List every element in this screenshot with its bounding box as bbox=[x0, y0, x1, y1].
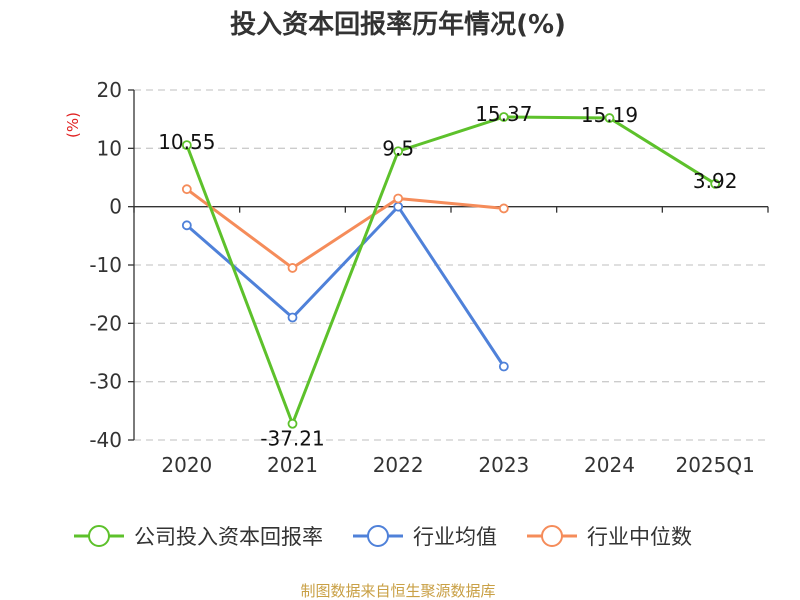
data-label: 15.19 bbox=[581, 103, 638, 127]
legend-label: 公司投入资本回报率 bbox=[134, 525, 323, 549]
grid-lines bbox=[134, 89, 768, 441]
x-tick-label: 2021 bbox=[267, 453, 318, 477]
legend-label: 行业均值 bbox=[413, 525, 497, 549]
legend-swatch-marker bbox=[541, 525, 563, 547]
x-tick-label: 2022 bbox=[373, 453, 424, 477]
y-tick-label: -10 bbox=[89, 253, 122, 277]
data-label: 3.92 bbox=[693, 169, 738, 193]
data-point bbox=[287, 312, 298, 323]
data-point bbox=[498, 112, 509, 122]
data-labels: 10.55 -37.21 9.5 15.37 15.19 3.92 bbox=[158, 102, 737, 451]
series-line bbox=[185, 205, 506, 368]
data-point bbox=[181, 220, 192, 231]
data-point bbox=[181, 184, 192, 195]
x-tick-label: 2020 bbox=[161, 453, 212, 477]
data-point bbox=[287, 263, 298, 273]
y-tick-label: -30 bbox=[89, 370, 122, 394]
chart-title: 投入资本回报率历年情况(%) bbox=[230, 9, 566, 40]
data-label: 15.37 bbox=[475, 102, 532, 126]
legend-swatch-marker bbox=[88, 525, 110, 547]
data-label: 10.55 bbox=[158, 130, 215, 154]
y-tick-label: 0 bbox=[109, 195, 122, 219]
x-tick-label: 2023 bbox=[478, 453, 529, 477]
axes: 20 10 0 -10 -20 -30 -40 2020 2021 2022 2023 2024 202… bbox=[89, 78, 769, 477]
series-line bbox=[185, 187, 504, 270]
legend-swatch-marker bbox=[367, 525, 389, 547]
y-axis-unit-label: (%) bbox=[64, 112, 82, 138]
data-point bbox=[604, 113, 615, 123]
y-tick-label: -40 bbox=[89, 428, 122, 452]
x-tick-label: 2024 bbox=[584, 453, 635, 477]
y-tick-label: 10 bbox=[97, 136, 122, 160]
data-point bbox=[181, 140, 192, 151]
y-tick-label: -20 bbox=[89, 311, 122, 335]
data-point bbox=[710, 178, 721, 189]
series-line bbox=[185, 115, 716, 426]
data-point bbox=[393, 193, 404, 204]
legend: 公司投入资本回报率 行业均值 行业中位数 bbox=[74, 525, 692, 549]
data-point bbox=[393, 146, 404, 157]
legend-label: 行业中位数 bbox=[587, 525, 692, 549]
data-point bbox=[393, 201, 404, 212]
data-point bbox=[498, 361, 509, 372]
data-label: 9.5 bbox=[382, 136, 414, 160]
series-lines bbox=[181, 112, 721, 429]
data-point bbox=[498, 203, 509, 214]
source-note: 制图数据来自恒生聚源数据库 bbox=[300, 582, 495, 600]
y-tick-label: 20 bbox=[97, 78, 122, 102]
x-tick-label: 2025Q1 bbox=[675, 453, 754, 477]
data-label: -37.21 bbox=[260, 427, 324, 451]
data-point bbox=[287, 418, 298, 429]
